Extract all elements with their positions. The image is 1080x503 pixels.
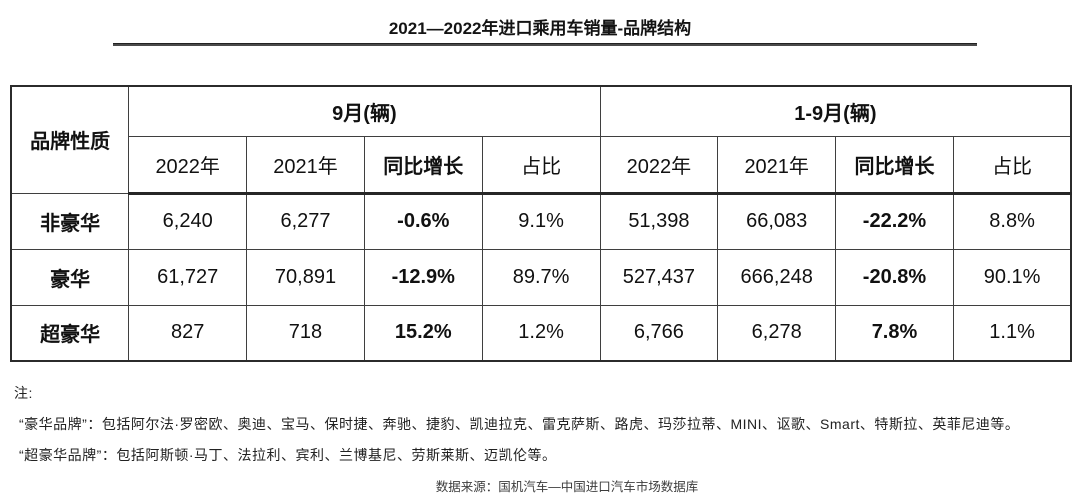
- table-title: 2021—2022年进口乘用车销量-品牌结构: [388, 19, 692, 38]
- column-header-jansep-2022: 2022年: [599, 135, 719, 195]
- table-cell: 6,240: [128, 192, 248, 250]
- table-cell: 8.8%: [952, 192, 1072, 250]
- column-header-brand-type: 品牌性质: [10, 85, 130, 194]
- column-group-row: 品牌性质 9月(辆) 1-9月(辆): [10, 85, 1072, 194]
- notes-block: 注: “豪华品牌”：包括阿尔法·罗密欧、奥迪、宝马、保时捷、奔驰、捷豹、凯迪拉克…: [14, 383, 1072, 465]
- table-cell: 90.1%: [952, 248, 1072, 306]
- column-header-sep-yoy-growth: 同比增长: [363, 135, 483, 195]
- table-cell: 66,083: [717, 192, 837, 250]
- table-cell: 6,277: [246, 192, 365, 250]
- table-cell: 1.2%: [481, 304, 601, 362]
- title-underline: [113, 43, 977, 46]
- column-header-sep-share: 占比: [481, 135, 601, 195]
- table-cell: 7.8%: [835, 304, 954, 362]
- note-luxury-brands: “豪华品牌”：包括阿尔法·罗密欧、奥迪、宝马、保时捷、奔驰、捷豹、凯迪拉克、雷克…: [19, 416, 1020, 432]
- brand-structure-table: 品牌性质 9月(辆) 1-9月(辆) 2022年 2021年 同比增长 占比 2…: [10, 85, 1073, 362]
- table-cell: 89.7%: [481, 248, 601, 306]
- table-cell: 1.1%: [952, 304, 1072, 362]
- table-row-non-luxury: 非豪华 6,240 6,277 -0.6% 9.1% 51,398 66,083…: [10, 192, 1072, 250]
- table-cell: 527,437: [599, 248, 719, 306]
- table-cell: -22.2%: [835, 192, 954, 250]
- table-cell: 61,727: [128, 248, 248, 306]
- column-header-sep-2022: 2022年: [128, 135, 248, 195]
- table-cell: 666,248: [717, 248, 837, 306]
- table-row-ultra-luxury: 超豪华 827 718 15.2% 1.2% 6,766 6,278 7.8% …: [10, 304, 1072, 362]
- table-cell: 6,766: [599, 304, 719, 362]
- column-group-jan-to-sep: 1-9月(辆): [599, 85, 1072, 137]
- table-row-luxury: 豪华 61,727 70,891 -12.9% 89.7% 527,437 66…: [10, 248, 1072, 306]
- column-header-jansep-2021: 2021年: [717, 135, 837, 195]
- data-source-caption: 数据来源：国机汽车—中国进口汽车市场数据库: [435, 480, 699, 494]
- table-cell: 6,278: [717, 304, 837, 362]
- column-group-september: 9月(辆): [128, 85, 601, 137]
- table-cell: -20.8%: [835, 248, 954, 306]
- column-header-jansep-share: 占比: [952, 135, 1072, 195]
- table-cell: -0.6%: [363, 192, 483, 250]
- column-header-sep-2021: 2021年: [246, 135, 365, 195]
- row-label-luxury: 豪华: [10, 248, 130, 306]
- column-header-jansep-yoy-growth: 同比增长: [835, 135, 954, 195]
- row-label-ultra-luxury: 超豪华: [10, 304, 130, 362]
- note-ultra-luxury-brands: “超豪华品牌”：包括阿斯顿·马丁、法拉利、宾利、兰博基尼、劳斯莱斯、迈凯伦等。: [19, 447, 557, 463]
- table-cell: 51,398: [599, 192, 719, 250]
- table-cell: -12.9%: [363, 248, 483, 306]
- column-subheader-row: 2022年 2021年 同比增长 占比 2022年 2021年 同比增长 占比: [11, 135, 1072, 195]
- table-cell: 827: [128, 304, 248, 362]
- table-cell: 70,891: [246, 248, 365, 306]
- notes-heading: 注:: [14, 385, 33, 401]
- table-cell: 9.1%: [481, 192, 601, 250]
- table-cell: 15.2%: [363, 304, 483, 362]
- table-cell: 718: [246, 304, 365, 362]
- row-label-non-luxury: 非豪华: [10, 192, 130, 250]
